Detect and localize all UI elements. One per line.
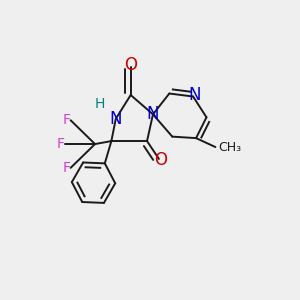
Text: H: H bbox=[94, 97, 105, 111]
Text: O: O bbox=[124, 56, 137, 74]
Text: N: N bbox=[188, 86, 201, 104]
Text: CH₃: CH₃ bbox=[218, 140, 242, 154]
Text: F: F bbox=[62, 113, 70, 127]
Text: F: F bbox=[62, 161, 70, 175]
Text: O: O bbox=[154, 152, 167, 169]
Text: F: F bbox=[57, 137, 65, 151]
Text: N: N bbox=[110, 110, 122, 128]
Text: N: N bbox=[147, 105, 159, 123]
